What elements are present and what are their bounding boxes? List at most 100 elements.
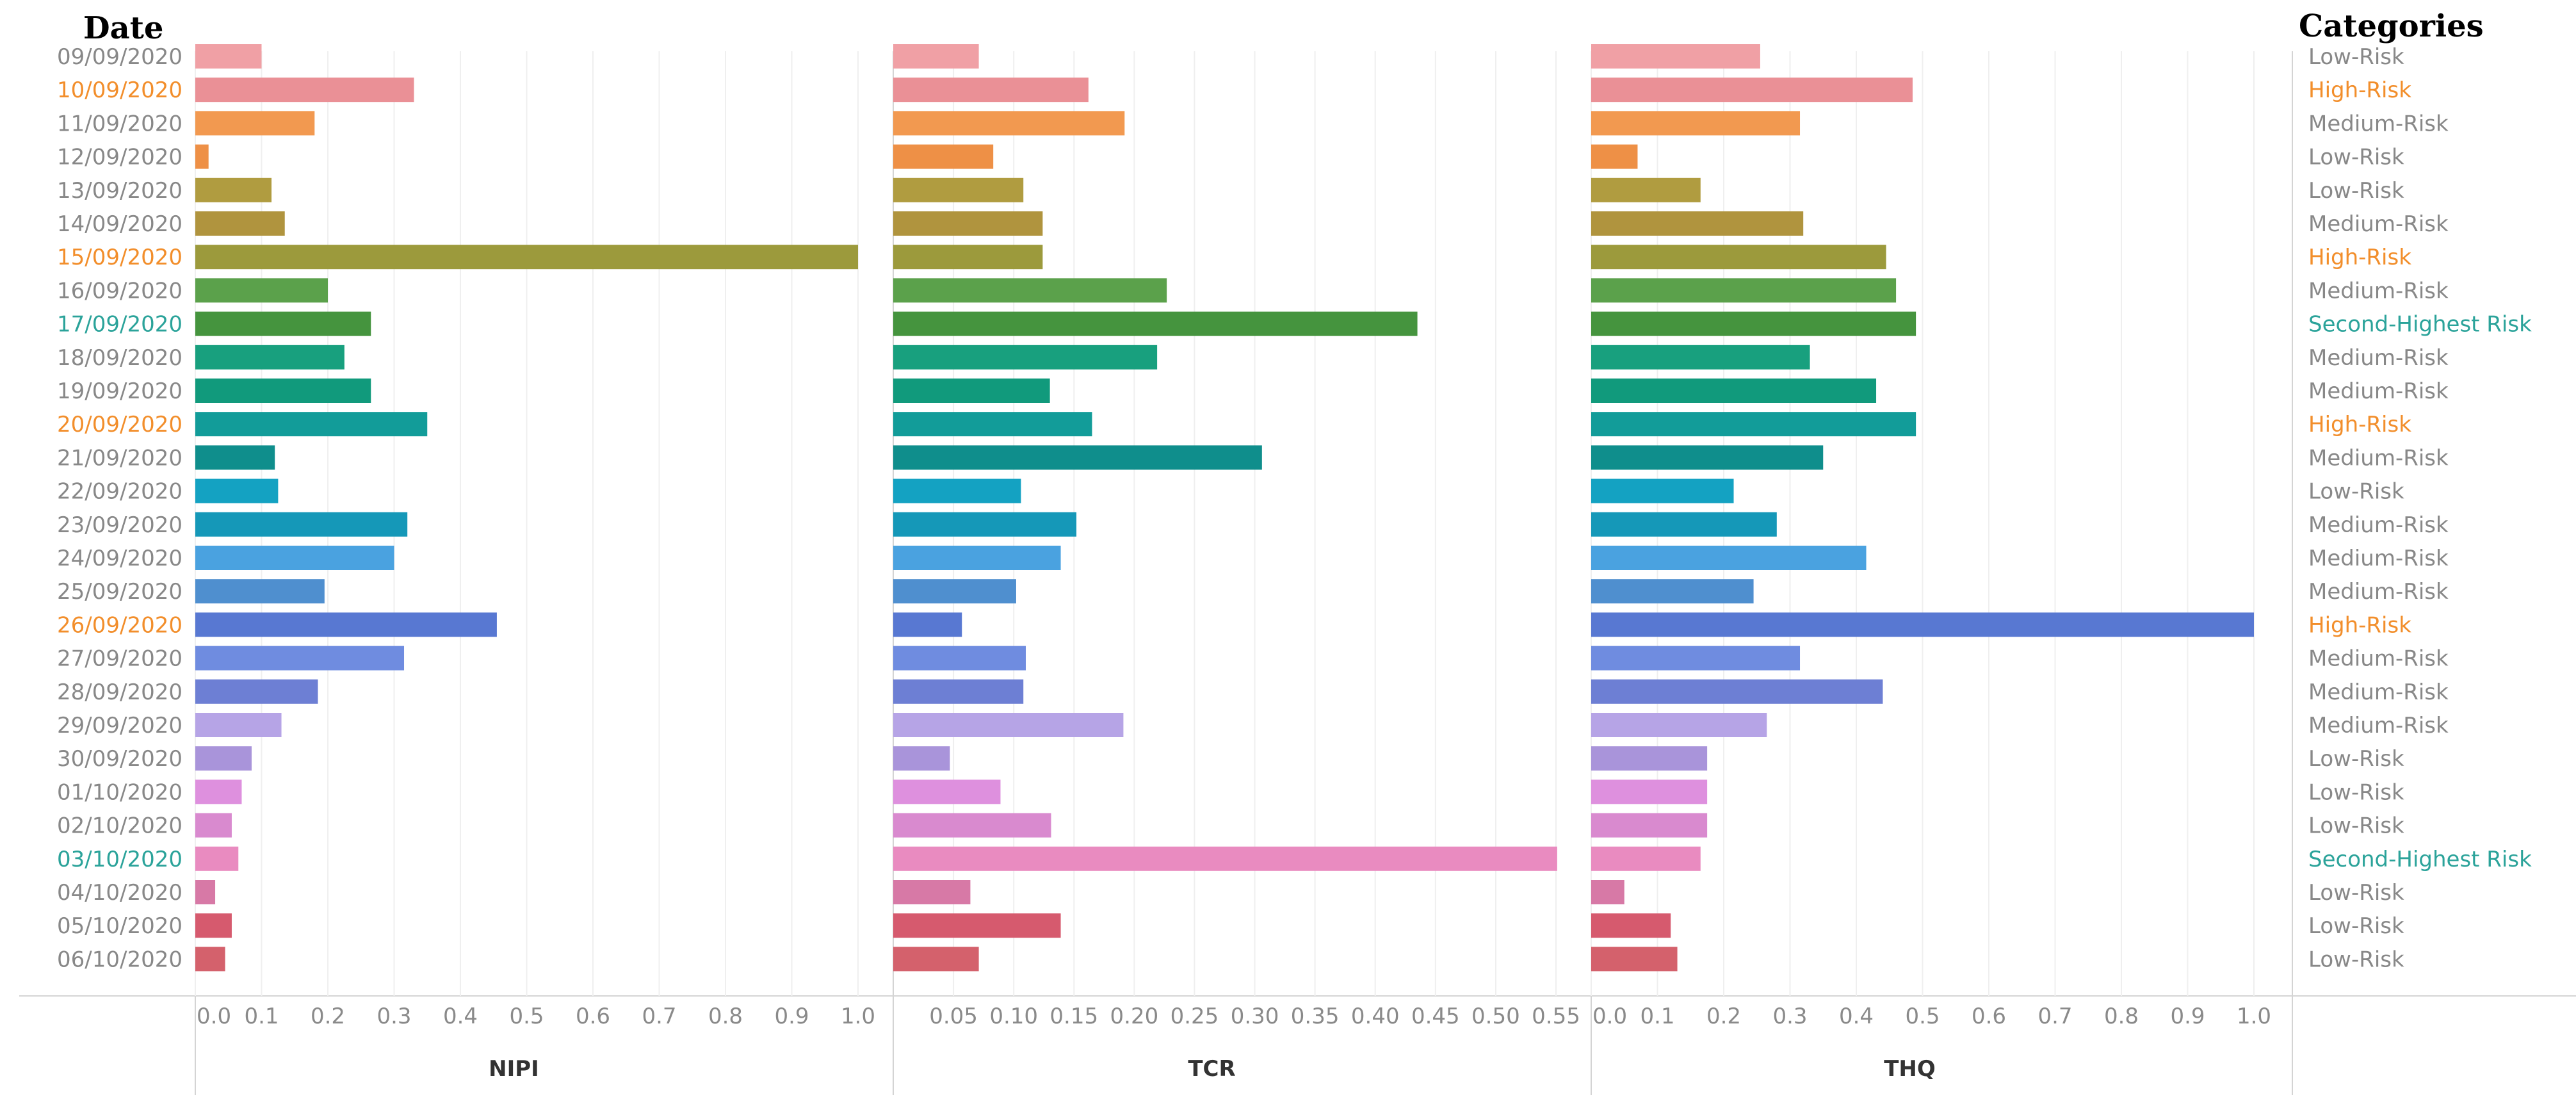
bar-thq xyxy=(1591,44,1760,69)
bar-nipi xyxy=(195,345,344,370)
tick-label-nipi: 0.1 xyxy=(244,1004,279,1029)
date-label: 27/09/2020 xyxy=(57,646,182,672)
bar-tcr xyxy=(893,412,1092,437)
bar-nipi xyxy=(195,947,225,972)
bar-thq xyxy=(1591,880,1624,904)
date-label: 20/09/2020 xyxy=(57,412,182,437)
bar-nipi xyxy=(195,846,239,871)
tick-label-nipi: 1.0 xyxy=(841,1004,875,1029)
category-label: Medium-Risk xyxy=(2308,345,2449,371)
date-label: 25/09/2020 xyxy=(57,579,182,605)
bar-tcr xyxy=(893,345,1158,370)
bar-thq xyxy=(1591,245,1886,270)
gridlines xyxy=(19,51,2576,1095)
categories-column-title: Categories xyxy=(2299,8,2484,44)
bar-thq xyxy=(1591,813,1708,838)
date-label: 19/09/2020 xyxy=(57,379,182,404)
category-label: High-Risk xyxy=(2308,412,2411,437)
bar-nipi xyxy=(195,111,315,136)
tick-label-nipi: 0.7 xyxy=(642,1004,676,1029)
tick-label-tcr: 0.15 xyxy=(1049,1004,1098,1029)
bar-tcr xyxy=(893,211,1043,236)
tick-label-nipi: 0.9 xyxy=(774,1004,809,1029)
x-axes: 0.0 0.1 0.2 0.3 0.4 0.5 0.6 0.7 0.8 0.9 1.0 NIPI 0.0… xyxy=(197,1004,2271,1082)
tick-label-nipi: 0.3 xyxy=(377,1004,411,1029)
category-label: Low-Risk xyxy=(2308,947,2404,972)
bar-tcr xyxy=(893,612,962,637)
bar-thq xyxy=(1591,646,1801,671)
bar-thq xyxy=(1591,177,1701,202)
bar-thq xyxy=(1591,445,1824,470)
date-label: 30/09/2020 xyxy=(57,746,182,772)
date-label: 12/09/2020 xyxy=(57,145,182,170)
bar-nipi xyxy=(195,379,371,403)
tick-label-tcr: 0.10 xyxy=(989,1004,1038,1029)
bar-nipi xyxy=(195,746,252,771)
bar-tcr xyxy=(893,913,1061,938)
bar-thq xyxy=(1591,579,1754,604)
bar-thq xyxy=(1591,679,1883,704)
tick-label-thq: 0.1 xyxy=(1640,1004,1674,1029)
tick-label-tcr: 0.20 xyxy=(1110,1004,1159,1029)
tick-label-tcr: 0.40 xyxy=(1351,1004,1400,1029)
bar-tcr xyxy=(893,144,994,169)
bar-tcr xyxy=(893,512,1077,537)
category-label: Low-Risk xyxy=(2308,779,2404,805)
category-label: Medium-Risk xyxy=(2308,111,2449,136)
date-label: 11/09/2020 xyxy=(57,111,182,136)
tick-label-nipi: 0.2 xyxy=(311,1004,345,1029)
category-label: Second-Highest Risk xyxy=(2308,312,2532,338)
bar-nipi xyxy=(195,77,414,102)
bar-nipi xyxy=(195,880,216,904)
bar-thq xyxy=(1591,512,1777,537)
tick-label-nipi: 0.0 xyxy=(197,1004,231,1029)
date-label: 21/09/2020 xyxy=(57,445,182,471)
category-label: High-Risk xyxy=(2308,612,2411,638)
bar-tcr xyxy=(893,646,1026,671)
bar-thq xyxy=(1591,311,1916,336)
category-label: Low-Risk xyxy=(2308,813,2404,839)
bar-tcr xyxy=(893,245,1043,270)
date-label: 02/10/2020 xyxy=(57,813,182,839)
bar-thq xyxy=(1591,412,1916,437)
date-labels: 09/09/2020 10/09/2020 11/09/2020 12/09/2020… xyxy=(57,44,182,972)
bar-tcr xyxy=(893,846,1557,871)
bar-thq xyxy=(1591,111,1801,136)
date-label: 13/09/2020 xyxy=(57,178,182,204)
category-labels: Low-Risk High-Risk Medium-Risk Low-Risk Low-… xyxy=(2308,44,2532,972)
category-label: Low-Risk xyxy=(2308,880,2404,906)
bar-tcr xyxy=(893,579,1016,604)
date-column-title: Date xyxy=(83,10,163,46)
axis-title-thq: THQ xyxy=(1884,1056,1936,1082)
bar-nipi xyxy=(195,646,405,671)
bar-thq xyxy=(1591,144,1638,169)
category-label: Medium-Risk xyxy=(2308,579,2449,605)
date-label: 28/09/2020 xyxy=(57,680,182,705)
bar-nipi xyxy=(195,713,282,737)
category-label: Medium-Risk xyxy=(2308,211,2449,237)
bar-tcr xyxy=(893,746,950,771)
date-label: 05/10/2020 xyxy=(57,913,182,939)
category-label: Medium-Risk xyxy=(2308,278,2449,304)
bars xyxy=(195,44,2254,972)
bar-tcr xyxy=(893,177,1024,202)
category-label: Low-Risk xyxy=(2308,479,2404,505)
tick-label-thq: 0.9 xyxy=(2170,1004,2205,1029)
tick-label-tcr: 0.35 xyxy=(1291,1004,1340,1029)
tick-label-thq: 0.3 xyxy=(1772,1004,1807,1029)
date-label: 17/09/2020 xyxy=(57,312,182,338)
date-label: 14/09/2020 xyxy=(57,211,182,237)
tick-label-thq: 0.7 xyxy=(2037,1004,2072,1029)
category-label: High-Risk xyxy=(2308,245,2411,270)
bar-thq xyxy=(1591,779,1708,804)
bar-nipi xyxy=(195,679,318,704)
bar-nipi xyxy=(195,813,232,838)
date-label: 15/09/2020 xyxy=(57,245,182,270)
date-label: 10/09/2020 xyxy=(57,77,182,103)
axis-title-nipi: NIPI xyxy=(489,1056,539,1082)
bar-thq xyxy=(1591,947,1678,972)
bar-nipi xyxy=(195,144,209,169)
bar-tcr xyxy=(893,44,979,69)
tick-label-tcr: 0.45 xyxy=(1411,1004,1460,1029)
